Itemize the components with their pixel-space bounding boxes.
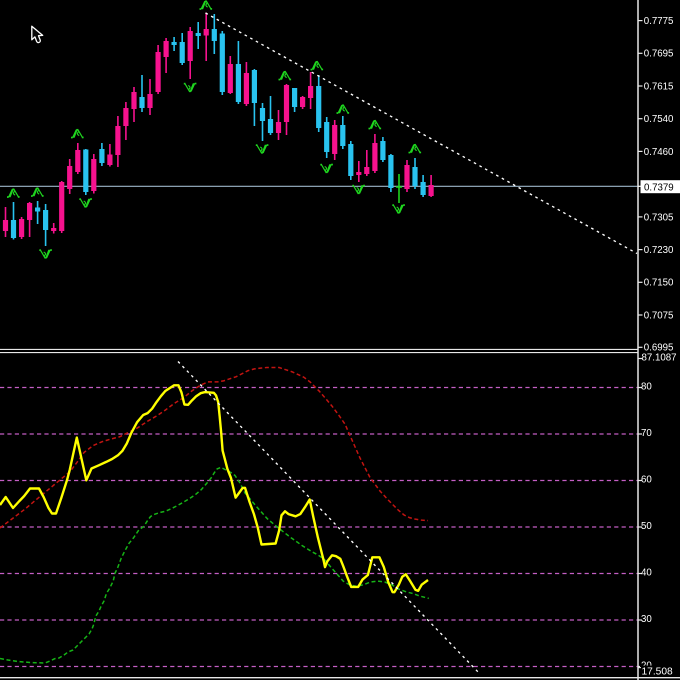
svg-text:0.7615: 0.7615: [644, 81, 674, 92]
svg-text:0.7305: 0.7305: [644, 212, 674, 223]
svg-text:0.7230: 0.7230: [644, 245, 674, 256]
svg-text:0.7075: 0.7075: [644, 310, 674, 321]
svg-text:0.7775: 0.7775: [644, 16, 674, 27]
svg-text:0.7379: 0.7379: [644, 183, 674, 194]
svg-text:0.6995: 0.6995: [644, 343, 674, 354]
svg-text:40: 40: [641, 568, 652, 579]
svg-text:80: 80: [641, 382, 652, 393]
svg-text:17.508: 17.508: [642, 666, 673, 677]
svg-text:0.7150: 0.7150: [644, 278, 674, 289]
svg-text:87.1087: 87.1087: [642, 353, 677, 364]
svg-text:70: 70: [641, 428, 652, 439]
svg-text:0.7540: 0.7540: [644, 114, 674, 125]
svg-text:50: 50: [641, 521, 652, 532]
svg-text:30: 30: [641, 614, 652, 625]
svg-text:0.7460: 0.7460: [644, 147, 674, 158]
svg-text:0.7695: 0.7695: [644, 49, 674, 60]
svg-text:60: 60: [641, 475, 652, 486]
